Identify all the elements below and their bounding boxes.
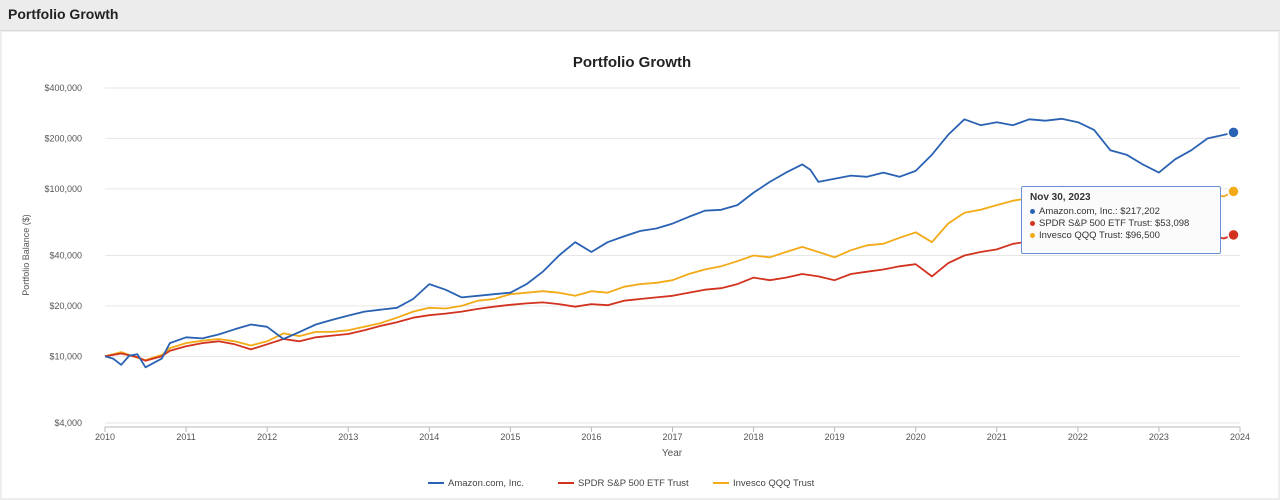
tooltip-row-spdr: SPDR S&P 500 ETF Trust: $53,098 bbox=[1030, 218, 1212, 230]
chart-title: Portfolio Growth bbox=[573, 54, 691, 71]
end-marker-qqq[interactable] bbox=[1227, 185, 1240, 198]
x-tick-label: 2018 bbox=[744, 432, 764, 442]
tooltip-date: Nov 30, 2023 bbox=[1030, 192, 1091, 203]
legend-label-qqq[interactable]: Invesco QQQ Trust bbox=[733, 478, 815, 489]
x-tick-label: 2011 bbox=[176, 432, 195, 442]
x-tick-label: 2024 bbox=[1230, 432, 1250, 442]
y-tick-label: $40,000 bbox=[49, 251, 82, 261]
x-tick-label: 2020 bbox=[906, 432, 926, 442]
x-tick-label: 2013 bbox=[338, 432, 358, 442]
x-tick-label: 2023 bbox=[1149, 432, 1169, 442]
x-tick-label: 2015 bbox=[500, 432, 520, 442]
x-tick-label: 2010 bbox=[95, 432, 115, 442]
amazon-dot-icon bbox=[1030, 208, 1035, 214]
x-tick-label: 2016 bbox=[581, 432, 601, 442]
tooltip-text-qqq: Invesco QQQ Trust: $96,500 bbox=[1039, 230, 1160, 241]
x-tick-label: 2017 bbox=[662, 432, 682, 442]
x-tick-label: 2021 bbox=[987, 432, 1007, 442]
series-line-amazon bbox=[104, 117, 1234, 369]
y-tick-label: $200,000 bbox=[44, 133, 82, 143]
page-title: Portfolio Growth bbox=[8, 6, 119, 22]
y-tick-label: $100,000 bbox=[44, 184, 82, 194]
qqq-dot-icon bbox=[1030, 232, 1035, 238]
y-tick-label: $10,000 bbox=[49, 351, 82, 361]
legend: Amazon.com, Inc. SPDR S&P 500 ETF Trust In… bbox=[428, 478, 815, 489]
tooltip-text-spdr: SPDR S&P 500 ETF Trust: $53,098 bbox=[1039, 218, 1190, 229]
tooltip-row-qqq: Invesco QQQ Trust: $96,500 bbox=[1030, 230, 1212, 242]
x-axis-label: Year bbox=[662, 448, 683, 459]
x-tick-label: 2012 bbox=[257, 432, 277, 442]
end-marker-amazon[interactable] bbox=[1227, 126, 1240, 139]
legend-label-spdr[interactable]: SPDR S&P 500 ETF Trust bbox=[578, 478, 689, 489]
x-tick-label: 2022 bbox=[1068, 432, 1088, 442]
chart-frame bbox=[0, 30, 1280, 500]
hover-tooltip: Nov 30, 2023 Amazon.com, Inc.: $217,202 … bbox=[1021, 186, 1221, 254]
spdr-dot-icon bbox=[1030, 220, 1035, 226]
y-tick-label: $4,000 bbox=[54, 418, 82, 428]
legend-label-amazon[interactable]: Amazon.com, Inc. bbox=[448, 478, 524, 489]
x-tick-label: 2014 bbox=[419, 432, 439, 442]
tooltip-row-amazon: Amazon.com, Inc.: $217,202 bbox=[1030, 206, 1212, 218]
x-tick-label: 2019 bbox=[825, 432, 845, 442]
y-axis-label: Portfolio Balance ($) bbox=[21, 214, 31, 296]
tooltip-text-amazon: Amazon.com, Inc.: $217,202 bbox=[1039, 206, 1160, 217]
y-tick-label: $20,000 bbox=[49, 301, 82, 311]
y-tick-label: $400,000 bbox=[44, 83, 82, 93]
end-marker-spdr[interactable] bbox=[1227, 228, 1240, 242]
